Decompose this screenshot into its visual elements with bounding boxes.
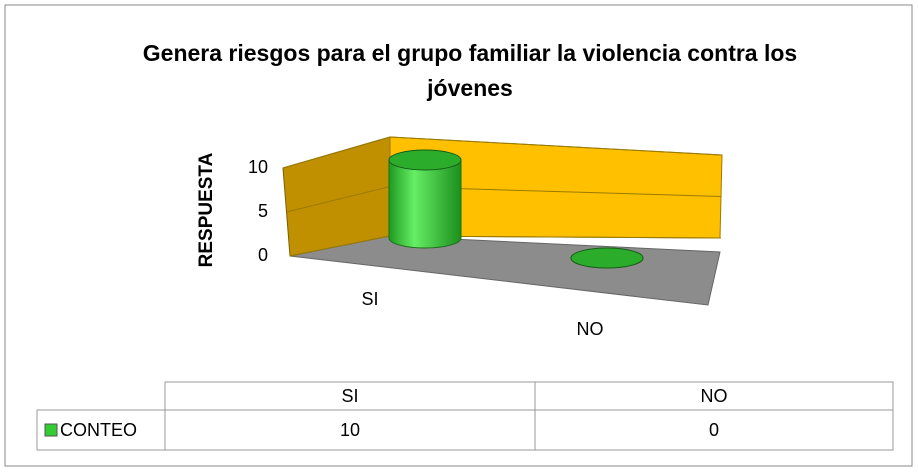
cylinder (388, 149, 462, 249)
y-tick-label: 5 (258, 201, 268, 221)
cylinder-top (570, 247, 644, 269)
y-tick-label: 0 (258, 245, 268, 265)
table-header-cell: NO (701, 386, 728, 406)
legend-swatch (44, 423, 58, 437)
chart-title: Genera riesgos para el grupo familiar la… (143, 40, 797, 101)
table-value-cell: 10 (340, 420, 360, 440)
cylinder-body (388, 159, 462, 249)
x-tick-label: NO (577, 319, 604, 339)
table-row (36, 409, 894, 451)
table-header-cell: SI (341, 386, 358, 406)
data-table (36, 381, 894, 451)
cylinder (570, 247, 644, 269)
cylinder-top (388, 149, 462, 171)
y-axis-label: RESPUESTA (196, 152, 217, 267)
x-tick-label: SI (361, 289, 378, 309)
legend-label: CONTEO (60, 420, 137, 440)
grid-line (282, 136, 722, 169)
table-value-cell: 0 (709, 420, 719, 440)
y-tick-label: 10 (248, 157, 268, 177)
